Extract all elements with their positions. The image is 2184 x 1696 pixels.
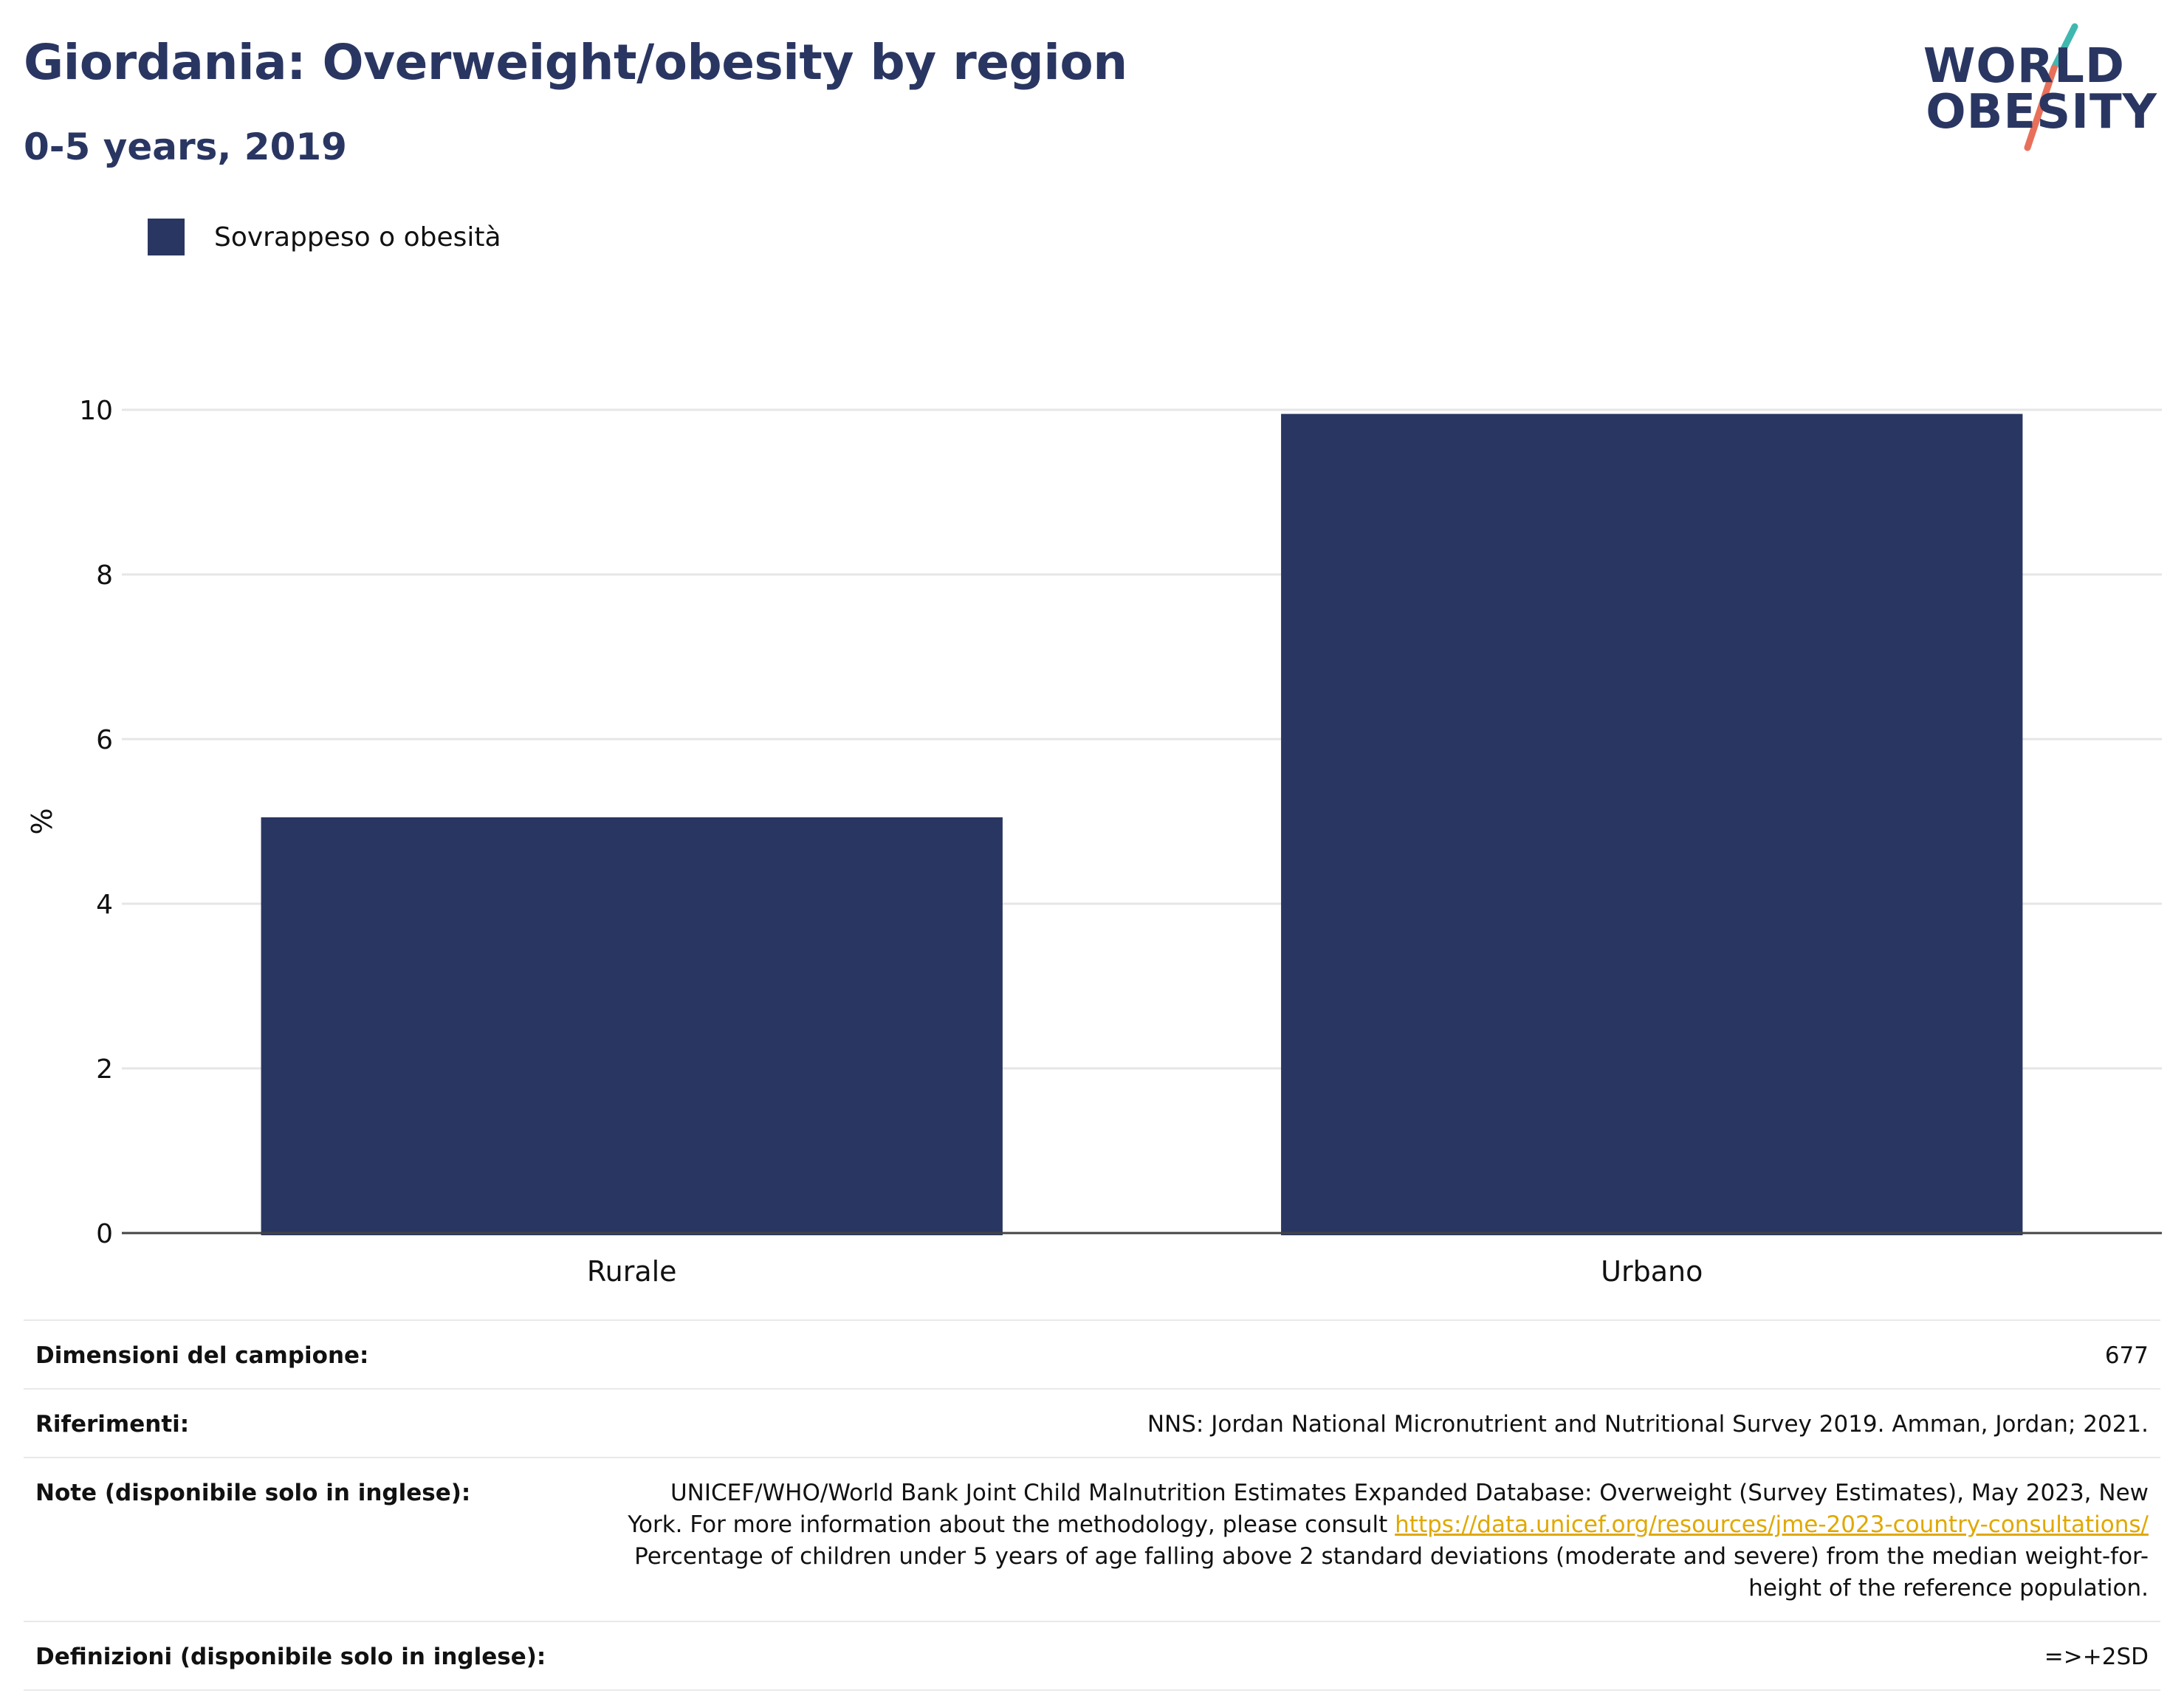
notes-value: UNICEF/WHO/World Bank Joint Child Malnut… [613, 1477, 2149, 1604]
notes-link[interactable]: https://data.unicef.org/resources/jme-20… [1395, 1511, 2149, 1538]
legend-swatch [148, 219, 185, 255]
info-row-definitions: Definizioni (disponibile solo in inglese… [24, 1622, 2160, 1691]
notes-label: Note (disponibile solo in inglese): [35, 1480, 471, 1506]
references-value: NNS: Jordan National Micronutrient and N… [1147, 1411, 2149, 1438]
bar [261, 817, 1003, 1235]
y-tick-label: 8 [96, 560, 113, 591]
notes-text-2: Percentage of children under 5 years of … [634, 1543, 2149, 1601]
world-obesity-logo: WORLD OBESITY [1923, 21, 2171, 154]
chart-subtitle: 0-5 years, 2019 [24, 126, 347, 168]
notes-text-1: UNICEF/WHO/World Bank Joint Child Malnut… [628, 1480, 2149, 1538]
info-row-references: Riferimenti: NNS: Jordan National Micron… [24, 1390, 2160, 1458]
y-tick-label: 10 [79, 396, 113, 426]
definitions-value: =>+2SD [2044, 1644, 2149, 1670]
sample-size-label: Dimensioni del campione: [35, 1342, 369, 1369]
info-table: Dimensioni del campione: 677 Riferimenti… [24, 1319, 2160, 1691]
x-tick-label: Rurale [587, 1255, 677, 1285]
info-row-notes: Note (disponibile solo in inglese): UNIC… [24, 1458, 2160, 1622]
info-row-sample-size: Dimensioni del campione: 677 [24, 1321, 2160, 1390]
legend: Sovrappeso o obesità [148, 219, 501, 255]
logo-slash-icon [2024, 23, 2078, 151]
logo-text-world: WORLD [1923, 39, 2125, 94]
logo-text-obesity: OBESITY [1926, 85, 2157, 140]
bar-chart-svg: 0 2 4 6 8 10% Rurale Urbano [26, 396, 2162, 1288]
chart-title: Giordania: Overweight/obesity by region [24, 34, 1127, 91]
y-tick-label: 2 [96, 1054, 113, 1085]
y-axis-label: % [26, 808, 58, 834]
y-tick-label: 4 [96, 890, 113, 920]
references-label: Riferimenti: [35, 1411, 190, 1438]
y-tick-label: 0 [96, 1219, 113, 1249]
y-tick-label: 6 [96, 725, 113, 755]
bar-chart: 0 2 4 6 8 10% Rurale Urbano [0, 310, 2184, 1288]
sample-size-value: 677 [2104, 1342, 2149, 1369]
x-tick-label: Urbano [1601, 1255, 1703, 1285]
definitions-label: Definizioni (disponibile solo in inglese… [35, 1644, 546, 1670]
legend-label: Sovrappeso o obesità [214, 222, 501, 253]
bar [1281, 413, 2023, 1236]
